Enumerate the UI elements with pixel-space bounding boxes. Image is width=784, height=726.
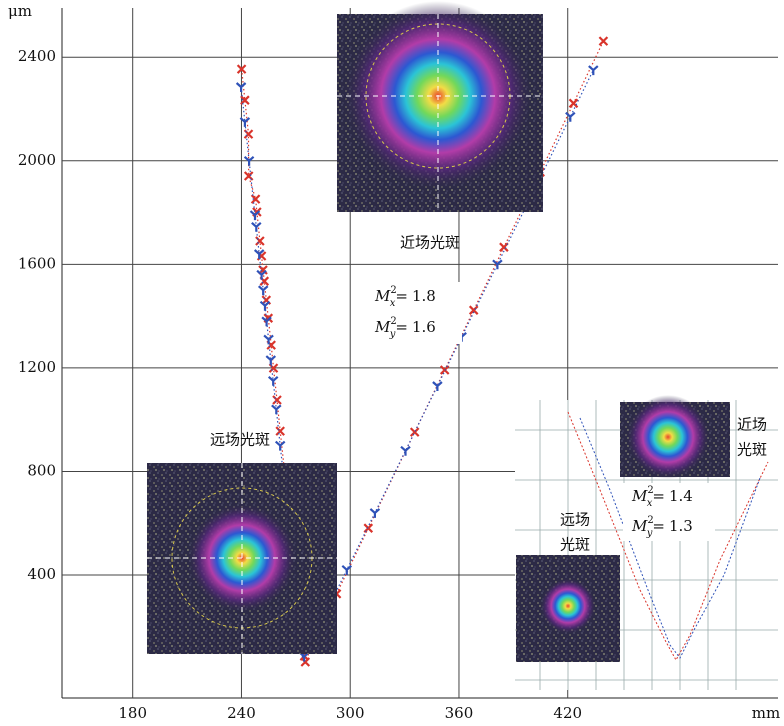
x-tick-label: 420 — [553, 704, 582, 722]
data-point — [259, 300, 271, 311]
x-tick-label: 300 — [336, 704, 365, 722]
y-tick-label: 2400 — [18, 47, 56, 65]
data-point — [400, 445, 411, 456]
near-field-image — [337, 1, 543, 212]
data-point — [369, 508, 381, 518]
data-point — [249, 210, 261, 221]
data-point — [341, 564, 353, 575]
beam-quality-y: M2 y= 1.6 — [374, 316, 436, 340]
data-point — [432, 381, 443, 391]
data-point — [257, 285, 269, 296]
data-point — [492, 259, 503, 270]
y-tick-label: 400 — [27, 565, 56, 583]
data-point — [468, 305, 479, 315]
near-field-label: 近场光斑 — [400, 234, 460, 252]
data-point — [267, 375, 279, 386]
data-point — [253, 249, 265, 259]
data-point — [409, 427, 420, 437]
inset-beam-quality-x: M2 x= 1.4 — [631, 485, 693, 509]
data-point — [261, 316, 272, 327]
data-point — [265, 355, 277, 366]
data-point — [588, 65, 599, 76]
x-tick-label: 360 — [445, 704, 474, 722]
data-point — [300, 657, 311, 667]
y-tick-label: 1200 — [18, 358, 56, 376]
data-point — [236, 64, 247, 74]
data-point — [240, 95, 250, 105]
y-tick-label: 1600 — [18, 254, 56, 272]
data-point — [251, 221, 262, 232]
inset-beam-quality-y: M2 y= 1.3 — [631, 515, 693, 539]
inset — [515, 395, 778, 690]
data-point — [598, 36, 609, 46]
data-point — [271, 404, 282, 415]
data-point — [274, 440, 286, 451]
data-point — [256, 269, 267, 280]
label-box — [362, 282, 462, 344]
inset-near-label: 近场 — [737, 416, 767, 434]
x-axis-label: mm — [752, 704, 780, 722]
data-point — [239, 117, 251, 127]
y-tick-label: 2000 — [18, 151, 56, 169]
inset-near-label: 光斑 — [737, 441, 767, 459]
y-axis-label: μm — [8, 2, 32, 20]
series-line — [241, 40, 604, 665]
data-point — [565, 111, 576, 122]
x-tick-label: 240 — [227, 704, 256, 722]
y-tick-label: 800 — [27, 461, 56, 479]
data-point — [263, 334, 274, 345]
far-field-label: 远场光斑 — [210, 431, 270, 449]
data-point — [275, 426, 285, 436]
x-tick-label: 180 — [118, 704, 147, 722]
data-point — [568, 98, 579, 109]
data-point — [235, 82, 247, 92]
beam-quality-x: M2 x= 1.8 — [374, 285, 436, 309]
data-point — [250, 194, 261, 204]
inset-far-label: 光斑 — [560, 536, 590, 554]
inset-far-label: 远场 — [560, 511, 590, 529]
data-point — [272, 395, 282, 405]
data-point — [243, 155, 255, 166]
far-field-image — [147, 463, 337, 654]
